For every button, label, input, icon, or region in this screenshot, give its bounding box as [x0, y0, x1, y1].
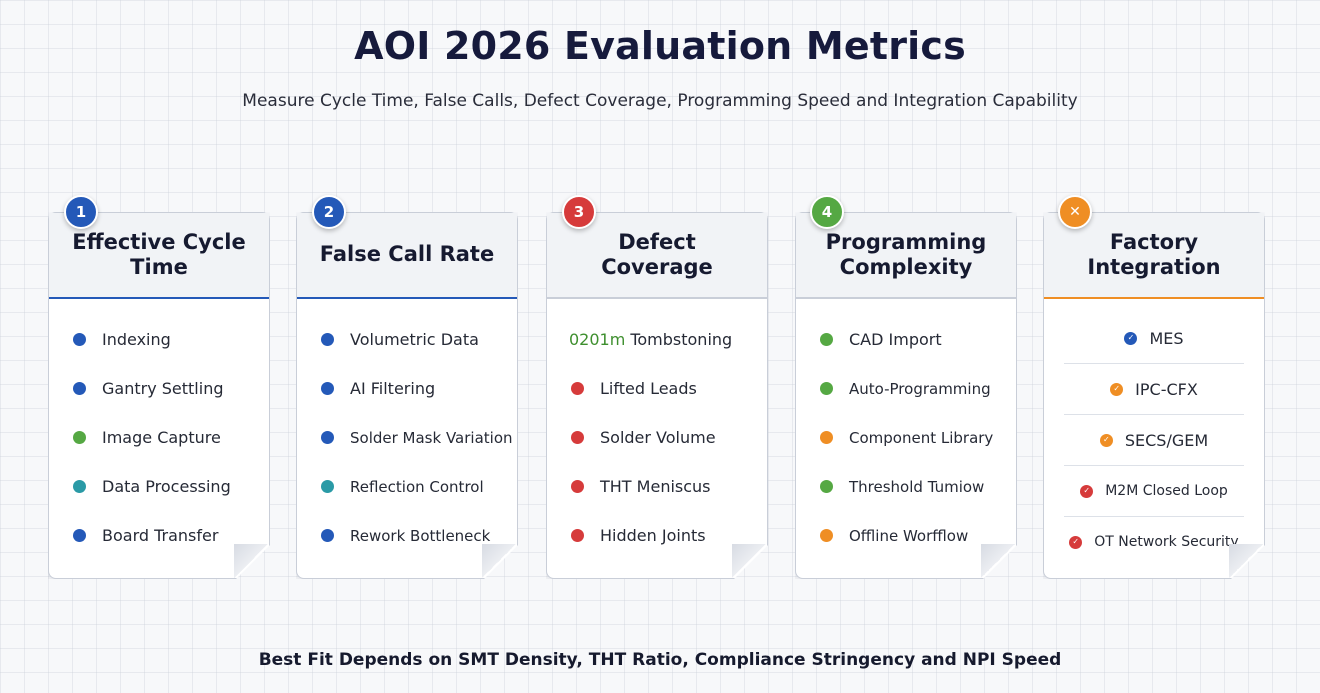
item-label: Rework Bottleneck [350, 526, 491, 545]
item-label: Reflection Control [350, 477, 484, 496]
card-false-call-rate: False Call Rate Volumetric Data AI Filte… [296, 212, 518, 579]
list-item: Hidden Joints [547, 511, 767, 560]
card-factory-integration: Factory Integration ✓ MES ✓ IPC-CFX ✓ SECS/… [1043, 212, 1265, 579]
item-label: Solder Mask Variation [350, 428, 513, 447]
step-badge: ✕ [1058, 195, 1092, 229]
list-item: Auto-Programming [796, 364, 1016, 413]
item-label: SECS/GEM [1124, 430, 1209, 450]
list-item: Gantry Settling [49, 364, 269, 413]
bullet-icon [571, 382, 584, 395]
list-item: Data Processing [49, 462, 269, 511]
page-curl-icon [981, 544, 1015, 578]
bullet-icon [571, 431, 584, 444]
list-item: ✓ MES [1064, 313, 1244, 364]
item-label: Component Library [849, 428, 994, 447]
card-title: Effective Cycle Time [49, 213, 269, 299]
bullet-icon [73, 529, 86, 542]
bullet-icon [73, 431, 86, 444]
list-item: Volumetric Data [297, 315, 517, 364]
bullet-icon [571, 480, 584, 493]
step-badge: 4 [810, 195, 844, 229]
list-item: Component Library [796, 413, 1016, 462]
bullet-icon [321, 529, 334, 542]
step-badge: 1 [64, 195, 98, 229]
list-item: Rework Bottleneck [297, 511, 517, 560]
item-label: Volumetric Data [350, 330, 479, 349]
list-item: Solder Mask Variation [297, 413, 517, 462]
list-item: ✓ OT Network Security [1064, 517, 1244, 567]
check-icon: ✓ [1100, 434, 1113, 447]
item-label: Tombstoning [630, 330, 733, 349]
item-label: MES [1149, 328, 1184, 348]
item-label: Hidden Joints [600, 526, 706, 545]
bullet-icon [820, 431, 833, 444]
bullet-icon [321, 431, 334, 444]
page-curl-icon [234, 544, 268, 578]
item-label: Solder Volume [600, 428, 716, 447]
bullet-icon [321, 333, 334, 346]
item-label: Image Capture [102, 428, 221, 447]
page-subtitle: Measure Cycle Time, False Calls, Defect … [242, 91, 1078, 111]
item-label: Offline Worfflow [849, 526, 969, 545]
page-title: AOI 2026 Evaluation Metrics [354, 24, 966, 68]
list-item: CAD Import [796, 315, 1016, 364]
item-label: Threshold Tumiow [849, 477, 985, 496]
bullet-icon [73, 480, 86, 493]
item-label: Indexing [102, 330, 171, 349]
item-label: Data Processing [102, 477, 231, 496]
item-label: OT Network Security [1094, 534, 1239, 550]
bullet-icon [820, 480, 833, 493]
check-icon: ✓ [1110, 383, 1123, 396]
bullet-icon [820, 333, 833, 346]
item-label: THT Meniscus [600, 477, 711, 496]
bullet-icon [321, 382, 334, 395]
footer-note: Best Fit Depends on SMT Density, THT Rat… [258, 650, 1062, 670]
item-label: Lifted Leads [600, 379, 697, 398]
list-item: Image Capture [49, 413, 269, 462]
item-label: IPC-CFX [1135, 379, 1198, 399]
card-programming-complexity: Programming Complexity CAD Import Auto-P… [795, 212, 1017, 579]
list-item: AI Filtering [297, 364, 517, 413]
card-effective-cycle-time: Effective Cycle Time Indexing Gantry Set… [48, 212, 270, 579]
card-title: Defect Coverage [547, 213, 767, 299]
list-item: Threshold Tumiow [796, 462, 1016, 511]
list-item: ✓ M2M Closed Loop [1064, 466, 1244, 517]
list-item: Indexing [49, 315, 269, 364]
list-item: Offline Worfflow [796, 511, 1016, 560]
page-curl-icon [1229, 544, 1263, 578]
check-icon: ✓ [1069, 536, 1082, 549]
item-label: CAD Import [849, 330, 942, 349]
item-label: AI Filtering [350, 379, 436, 398]
check-icon: ✓ [1124, 332, 1137, 345]
step-badge: 2 [312, 195, 346, 229]
list-item: ✓ IPC-CFX [1064, 364, 1244, 415]
check-icon: ✓ [1080, 485, 1093, 498]
item-label: Auto-Programming [849, 379, 991, 398]
step-badge: 3 [562, 195, 596, 229]
item-label: Board Transfer [102, 526, 219, 545]
bullet-icon [73, 382, 86, 395]
list-item: Reflection Control [297, 462, 517, 511]
list-item: Lifted Leads [547, 364, 767, 413]
bullet-icon [820, 529, 833, 542]
page-curl-icon [482, 544, 516, 578]
list-item: THT Meniscus [547, 462, 767, 511]
bullet-icon [321, 480, 334, 493]
item-label: Gantry Settling [102, 379, 224, 398]
item-label: M2M Closed Loop [1105, 483, 1228, 499]
card-title: Programming Complexity [796, 213, 1016, 299]
list-item: Board Transfer [49, 511, 269, 560]
list-item: Solder Volume [547, 413, 767, 462]
list-item: ✓ SECS/GEM [1064, 415, 1244, 466]
bullet-icon [571, 529, 584, 542]
bullet-icon [73, 333, 86, 346]
list-item: 0201m Tombstoning [547, 315, 767, 364]
item-prefix: 0201m [569, 330, 626, 349]
bullet-icon [820, 382, 833, 395]
page-curl-icon [732, 544, 766, 578]
card-defect-coverage: Defect Coverage 0201m Tombstoning Lifted … [546, 212, 768, 579]
